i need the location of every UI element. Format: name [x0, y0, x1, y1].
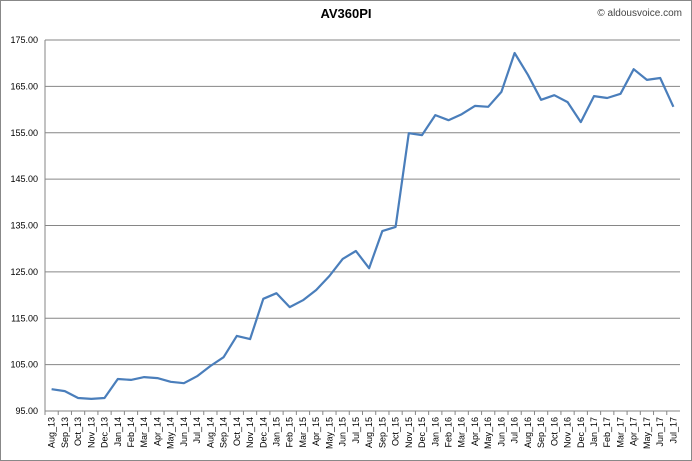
y-tick-label: 105.00	[10, 360, 38, 370]
data-line	[51, 51, 675, 400]
y-tick-label: 175.00	[10, 35, 38, 45]
x-tick-label: Jan_17	[589, 417, 599, 447]
x-tick-label: May_16	[483, 417, 493, 449]
x-tick-label: Aug_14	[205, 417, 215, 448]
y-tick-label: 165.00	[10, 81, 38, 91]
x-tick-label: Sep_13	[60, 417, 70, 448]
x-tick-label: Nov_15	[404, 417, 414, 448]
y-tick-label: 115.00	[11, 313, 38, 323]
x-tick-label: Oct_15	[391, 417, 401, 446]
x-tick-label: Apr_15	[311, 417, 321, 446]
x-tick-label: Mar_15	[298, 417, 308, 448]
x-tick-label: Apr_16	[470, 417, 480, 446]
x-tick-label: Nov_16	[563, 417, 573, 448]
chart-title: AV360PI	[320, 6, 371, 21]
x-tick-label: Jan_15	[272, 417, 282, 447]
x-tick-label: Jan_16	[430, 417, 440, 447]
x-tick-label: Feb_17	[602, 417, 612, 448]
x-tick-label: Mar_14	[139, 417, 149, 448]
x-tick-label: Dec_13	[100, 417, 110, 448]
x-tick-label: Jun_15	[338, 417, 348, 447]
x-tick-label: Feb_16	[443, 417, 453, 448]
x-tick-label: May_14	[166, 417, 176, 449]
x-tick-label: Dec_14	[258, 417, 268, 448]
x-tick-label: Apr_17	[629, 417, 639, 446]
x-tick-label: Apr_14	[152, 417, 162, 446]
x-tick-label: Dec_16	[576, 417, 586, 448]
x-tick-label: Mar_17	[615, 417, 625, 448]
y-tick-label: 135.00	[10, 221, 38, 231]
x-tick-label: Sep_14	[219, 417, 229, 448]
x-tick-label: Oct_14	[232, 417, 242, 446]
watermark: © aldousvoice.com	[597, 8, 682, 19]
x-tick-label: Jun_16	[496, 417, 506, 447]
x-tick-label: Jul_17	[668, 417, 678, 444]
y-tick-label: 155.00	[10, 128, 38, 138]
x-tick-label: Jun_14	[179, 417, 189, 447]
x-tick-label: Aug_13	[47, 417, 57, 448]
x-tick-label: Sep_15	[377, 417, 387, 448]
x-tick-label: Jul_16	[510, 417, 520, 444]
y-tick-label: 145.00	[10, 174, 38, 184]
x-tick-label: Dec_15	[417, 417, 427, 448]
x-tick-label: Nov_14	[245, 417, 255, 448]
x-tick-label: May_17	[642, 417, 652, 449]
x-tick-label: Oct_16	[549, 417, 559, 446]
x-tick-label: Feb_14	[126, 417, 136, 448]
x-tick-label: Aug_15	[364, 417, 374, 448]
y-tick-label: 125.00	[10, 267, 38, 277]
x-tick-label: Jun_17	[655, 417, 665, 447]
x-tick-label: Jan_14	[113, 417, 123, 447]
x-tick-label: Nov_13	[86, 417, 96, 448]
y-tick-label: 95.00	[15, 406, 38, 416]
x-tick-label: Jul_14	[192, 417, 202, 444]
x-tick-label: May_15	[324, 417, 334, 449]
x-tick-label: Aug_16	[523, 417, 533, 448]
x-tick-label: Sep_16	[536, 417, 546, 448]
x-tick-label: Jul_15	[351, 417, 361, 444]
x-tick-label: Mar_16	[457, 417, 467, 448]
x-tick-label: Feb_15	[285, 417, 295, 448]
x-tick-label: Oct_13	[73, 417, 83, 446]
